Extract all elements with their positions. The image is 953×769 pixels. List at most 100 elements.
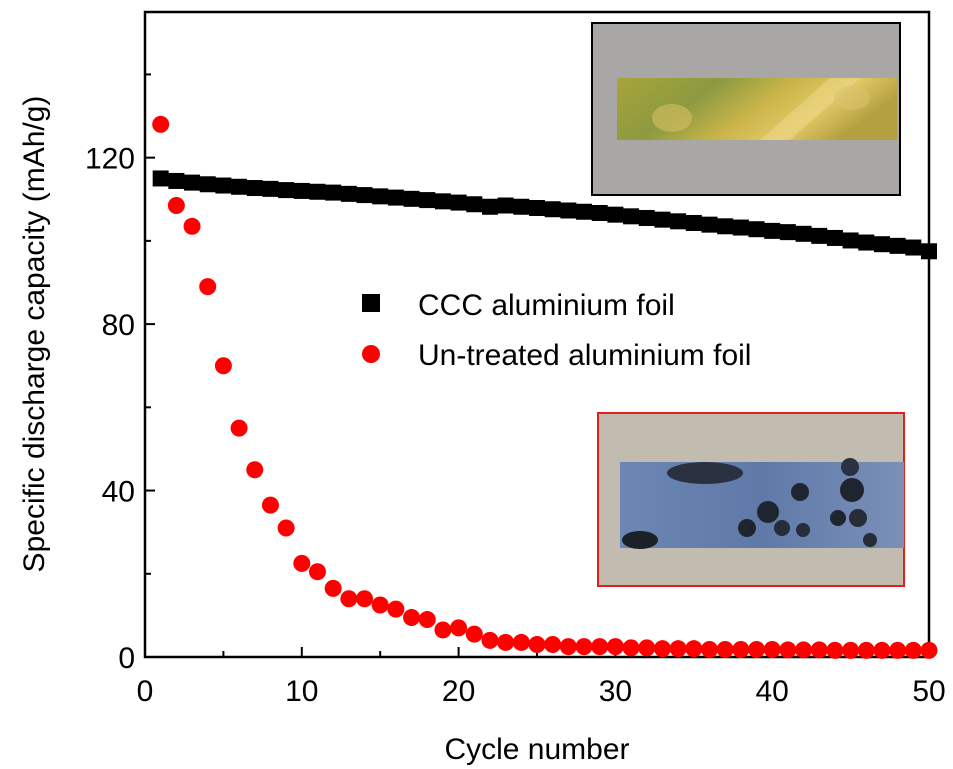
untreated-point [214, 357, 232, 375]
legend-label-untreated: Un-treated aluminium foil [418, 339, 751, 372]
untreated-point [356, 590, 374, 608]
untreated-point [277, 519, 295, 537]
axis-tick-labels: 0 10 20 30 40 50 0 40 80 120 [85, 143, 946, 708]
ccc-point [215, 177, 232, 194]
ccc-point [481, 198, 498, 215]
untreated-point [199, 278, 217, 296]
ccc-point [701, 216, 718, 233]
ccc-point [184, 174, 201, 191]
untreated-point [544, 636, 562, 654]
ccc-point [842, 232, 859, 249]
untreated-point [434, 621, 452, 639]
untreated-point [653, 640, 671, 658]
x-tick-label: 0 [137, 675, 154, 708]
untreated-point [575, 638, 593, 656]
legend-marker-ccc [362, 294, 380, 312]
inset-photo-untreated-foil [597, 412, 905, 587]
ccc-point [544, 201, 561, 218]
untreated-point [559, 638, 577, 656]
x-tick-label: 40 [756, 675, 789, 708]
ccc-point [685, 214, 702, 231]
series-ccc-foil [152, 170, 937, 260]
ccc-point [513, 198, 530, 215]
x-tick-label: 50 [912, 675, 945, 708]
untreated-point [183, 217, 201, 235]
legend-label-ccc: CCC aluminium foil [418, 289, 675, 322]
ccc-point [262, 180, 279, 197]
ccc-point [168, 172, 185, 189]
series-layer [152, 115, 938, 659]
ccc-point [921, 243, 937, 260]
untreated-point [700, 641, 718, 659]
ccc-point [278, 182, 295, 199]
untreated-point [748, 641, 766, 659]
ccc-point [732, 219, 749, 236]
untreated-point [450, 619, 468, 637]
untreated-point [528, 636, 546, 654]
ccc-point [607, 206, 624, 223]
untreated-point [512, 633, 530, 651]
ccc-point [529, 199, 545, 216]
untreated-point [465, 625, 483, 643]
ccc-point [356, 187, 373, 204]
untreated-point [261, 496, 279, 514]
untreated-point [606, 638, 624, 656]
ccc-point [419, 192, 436, 209]
x-axis-title: Cycle number [444, 733, 629, 766]
untreated-point [685, 640, 703, 658]
ccc-point [858, 234, 875, 251]
ccc-point [560, 202, 577, 219]
untreated-point [167, 197, 185, 214]
ccc-point [199, 176, 216, 193]
inset-photo-ccc-foil [591, 22, 901, 196]
untreated-point [669, 640, 687, 658]
ccc-point [293, 182, 310, 199]
ccc-point [466, 196, 483, 213]
untreated-point [795, 641, 813, 659]
untreated-point [857, 641, 875, 659]
legend: CCC aluminium foil Un-treated aluminium … [362, 289, 751, 372]
ccc-point [450, 194, 467, 211]
ccc-point [717, 218, 734, 235]
untreated-point [497, 633, 515, 651]
ccc-point [325, 184, 342, 201]
ccc-point [670, 213, 687, 230]
ccc-point [576, 203, 593, 220]
y-tick-label: 120 [85, 143, 135, 176]
x-tick-label: 30 [599, 675, 632, 708]
ccc-point [591, 204, 608, 221]
ccc-point [372, 188, 389, 205]
ccc-point [826, 229, 843, 246]
x-tick-label: 20 [442, 675, 475, 708]
untreated-point [732, 641, 750, 659]
ccc-point [231, 178, 248, 195]
untreated-point [591, 638, 609, 656]
untreated-point [387, 600, 405, 618]
y-tick-label: 80 [102, 309, 135, 342]
ccc-point [779, 224, 796, 241]
ccc-point [795, 225, 812, 242]
untreated-point [418, 611, 436, 629]
ccc-point [873, 236, 890, 253]
untreated-point [340, 590, 358, 608]
untreated-point [779, 641, 797, 659]
series-untreated-foil [152, 115, 938, 659]
untreated-point [716, 641, 734, 659]
untreated-point [873, 641, 891, 659]
untreated-point [152, 115, 170, 133]
ccc-point [889, 237, 906, 254]
ccc-point [152, 170, 169, 187]
untreated-point [889, 641, 907, 659]
ccc-point [309, 183, 326, 200]
untreated-point [826, 641, 844, 659]
ccc-point [811, 227, 828, 244]
ccc-point [434, 193, 451, 210]
y-tick-label: 0 [118, 642, 135, 675]
y-axis-title: Specific discharge capacity (mAh/g) [18, 96, 51, 573]
untreated-point [622, 639, 640, 657]
untreated-point [920, 641, 938, 659]
untreated-point [371, 596, 389, 614]
untreated-point [293, 554, 311, 572]
untreated-point [246, 461, 264, 479]
